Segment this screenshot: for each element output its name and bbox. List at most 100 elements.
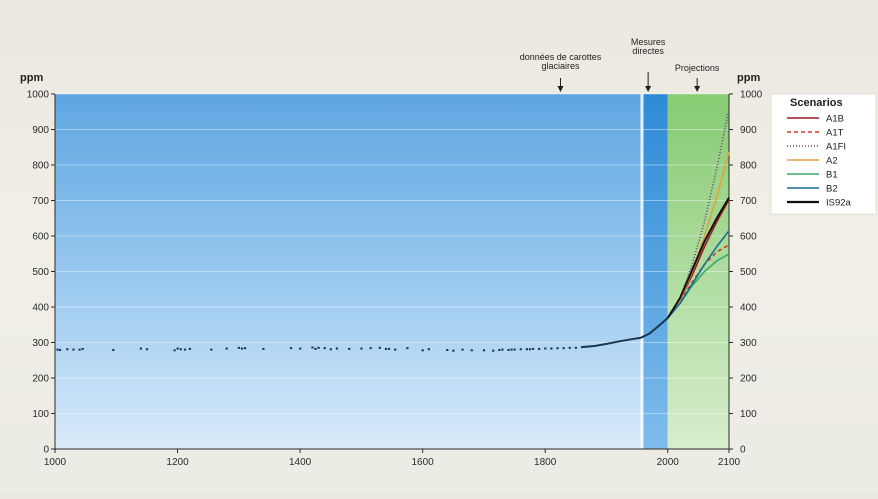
ice-core-point — [176, 347, 179, 350]
y-tick-label-left: 500 — [32, 267, 49, 278]
ice-core-point — [519, 348, 522, 351]
ice-core-point — [482, 349, 486, 352]
ice-core-point — [513, 348, 516, 351]
ice-core-point — [507, 348, 510, 351]
y-tick-label-left: 300 — [32, 338, 49, 349]
ice-core-point — [243, 347, 247, 350]
y-tick-label-right: 0 — [740, 445, 746, 456]
legend-box — [770, 93, 877, 215]
ice-core-point — [323, 347, 326, 350]
ice-core-point — [574, 346, 578, 349]
y-tick-label-left: 1000 — [27, 90, 50, 101]
ice-core-point — [335, 347, 339, 350]
ice-core-point — [81, 347, 84, 350]
y-tick-label-left: 800 — [32, 161, 49, 172]
y-tick-label-left: 100 — [32, 409, 49, 420]
annotation-label: données de carottes — [520, 52, 602, 62]
ice-core-point — [427, 348, 430, 351]
ice-core-point — [145, 348, 149, 351]
ice-core-point — [461, 348, 464, 351]
y-tick-label-left: 600 — [32, 232, 49, 243]
x-tick-label: 2000 — [657, 457, 680, 468]
series-line-is92a — [666, 197, 730, 319]
series-line-a1t — [667, 244, 730, 319]
ice-core-point — [317, 346, 320, 349]
ice-core-point — [173, 349, 176, 352]
ice-core-point — [528, 348, 532, 351]
ice-core-point — [56, 348, 59, 351]
annotation-arrow-head — [557, 86, 564, 92]
legend-label: B2 — [826, 184, 838, 195]
ice-core-point — [394, 348, 397, 351]
ice-core-point — [299, 347, 302, 350]
annotation-label: Projections — [675, 63, 720, 73]
x-tick-label: 1400 — [289, 457, 312, 468]
ice-core-point — [550, 347, 553, 350]
series-line-a1fi — [667, 108, 730, 319]
y-tick-label-right: 700 — [740, 196, 757, 207]
ice-core-point — [562, 347, 565, 350]
y-unit-left: ppm — [20, 72, 43, 84]
x-tick-label: 1000 — [44, 457, 67, 468]
ice-core-point — [262, 347, 265, 350]
ice-core-point — [387, 347, 391, 350]
y-tick-label-left: 900 — [32, 125, 49, 136]
ice-core-point — [369, 347, 372, 350]
ice-core-point — [240, 347, 244, 350]
y-tick-label-right: 500 — [740, 267, 757, 278]
y-tick-label-right: 600 — [740, 232, 757, 243]
legend-label: IS92a — [826, 198, 852, 209]
ice-core-point — [384, 347, 388, 350]
annotation-label: glaciaires — [541, 61, 580, 71]
ice-core-point — [311, 346, 314, 349]
ice-core-point — [348, 347, 351, 350]
series-line-b2 — [667, 230, 730, 319]
y-tick-label-left: 0 — [43, 445, 49, 456]
legend-title: Scenarios — [790, 97, 843, 109]
ice-core-point — [378, 346, 381, 349]
y-tick-label-right: 100 — [740, 409, 757, 420]
ice-core-point — [112, 348, 115, 351]
ice-core-point — [525, 348, 528, 351]
y-tick-label-right: 800 — [740, 161, 757, 172]
annotation-label: Mesures — [631, 37, 666, 47]
annotation-arrow-head — [645, 86, 652, 92]
legend-label: A1B — [826, 114, 844, 125]
ice-core-point — [492, 349, 495, 352]
gridlines — [55, 93, 729, 414]
y-tick-label-right: 400 — [740, 303, 757, 314]
ice-core-point — [406, 347, 409, 350]
ice-core-point — [446, 348, 449, 351]
legend-label: A2 — [826, 156, 838, 167]
y-tick-label-left: 700 — [32, 196, 49, 207]
ice-core-point — [139, 347, 142, 350]
measured-curve — [581, 317, 669, 349]
ice-core-point — [188, 347, 191, 350]
ice-core-point — [470, 349, 473, 352]
ice-core-point — [498, 348, 501, 351]
y-tick-label-right: 300 — [740, 338, 757, 349]
ice-core-point — [329, 348, 332, 351]
ice-core-point — [531, 347, 535, 350]
ice-core-point — [544, 347, 547, 350]
legend-label: B1 — [826, 170, 838, 181]
y-tick-label-left: 200 — [32, 374, 49, 385]
ice-core-point — [210, 348, 213, 351]
ice-core-point — [501, 348, 504, 351]
ice-core-point — [314, 347, 317, 350]
legend-label: A1T — [826, 128, 844, 139]
annotation-label: directes — [632, 46, 664, 56]
ice-core-point — [421, 349, 424, 352]
legend: Scenarios A1B A1T A1FI A2 B1 B2 IS92a — [770, 93, 877, 215]
ice-core-point — [538, 347, 541, 350]
data-layer — [56, 108, 730, 352]
y-tick-label-right: 200 — [740, 374, 757, 385]
ice-core-point — [78, 348, 81, 351]
ice-core-point — [452, 349, 455, 352]
ice-core-point — [183, 348, 187, 351]
x-tick-label: 1800 — [534, 457, 557, 468]
y-tick-label-right: 900 — [740, 125, 757, 136]
ice-core-point — [556, 347, 559, 350]
